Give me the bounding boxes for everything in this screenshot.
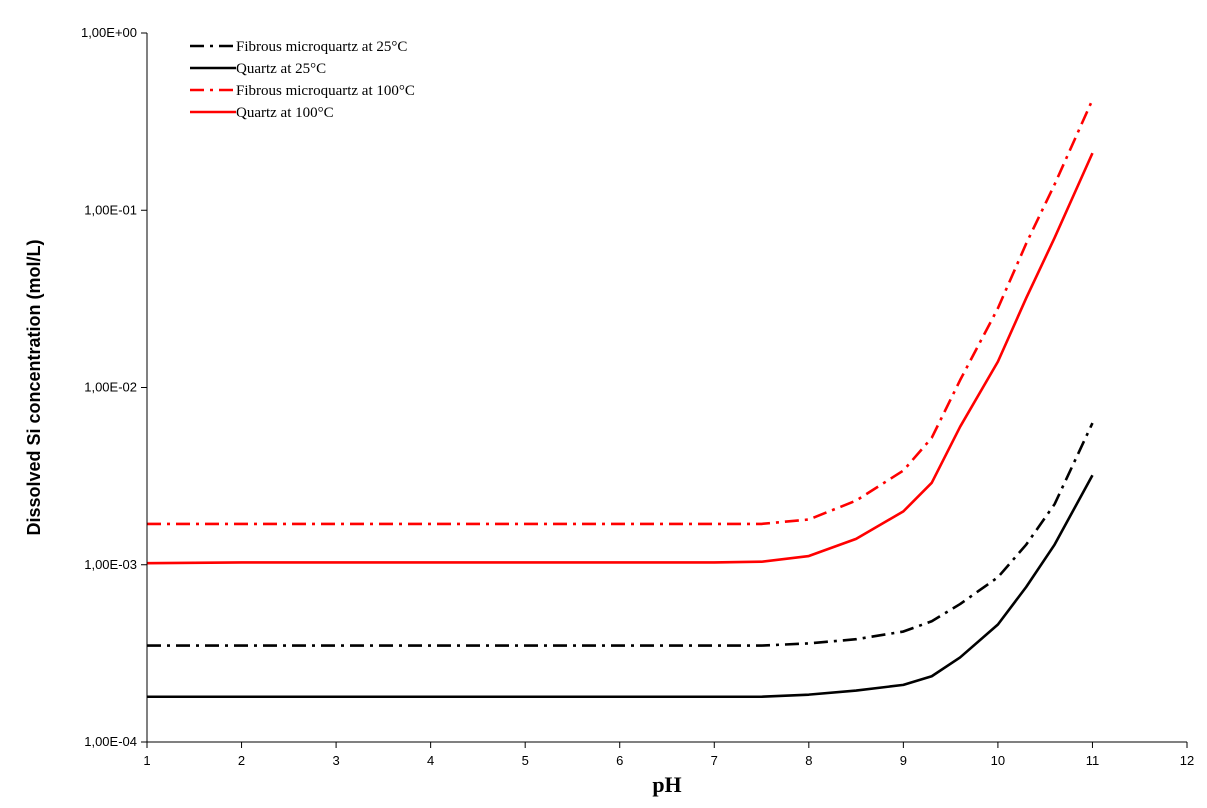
legend-label: Fibrous microquartz at 25°C bbox=[236, 39, 407, 55]
legend-label: Quartz at 100°C bbox=[236, 105, 334, 121]
y-tick-label: 1,00E-02 bbox=[84, 380, 137, 395]
x-tick-label: 8 bbox=[805, 753, 812, 768]
x-tick-label: 7 bbox=[711, 753, 718, 768]
x-tick-label: 9 bbox=[900, 753, 907, 768]
y-tick-label: 1,00E-03 bbox=[84, 557, 137, 572]
series-line-1 bbox=[147, 422, 1094, 647]
x-tick-label: 6 bbox=[616, 753, 623, 768]
legend-label: Fibrous microquartz at 100°C bbox=[236, 83, 415, 99]
series-line-2 bbox=[147, 474, 1094, 699]
legend-label: Quartz at 25°C bbox=[236, 61, 326, 77]
x-tick-label: 3 bbox=[332, 753, 339, 768]
y-tick-label: 1,00E-01 bbox=[84, 202, 137, 217]
y-axis-title: Dissolved Si concentration (mol/L) bbox=[24, 239, 44, 535]
series-layer bbox=[146, 99, 1094, 699]
x-tick-label: 2 bbox=[238, 753, 245, 768]
series-line-4 bbox=[146, 152, 1094, 565]
x-tick-label: 11 bbox=[1086, 753, 1100, 768]
x-tick-label: 4 bbox=[427, 753, 434, 768]
x-tick-label: 5 bbox=[522, 753, 529, 768]
series-line-3 bbox=[147, 99, 1094, 526]
x-tick-label: 1 bbox=[143, 753, 150, 768]
x-axis-title: pH bbox=[652, 772, 681, 797]
y-tick-label: 1,00E-04 bbox=[84, 734, 137, 749]
y-tick-label: 1,00E+00 bbox=[81, 25, 137, 40]
x-tick-label: 10 bbox=[991, 753, 1005, 768]
x-axis-ticks: 1 2 3 4 5 6 7 8 9 10 11 12 bbox=[143, 742, 1194, 768]
y-axis-ticks: 1,00E-04 1,00E-03 1,00E-02 1,00E-01 1,00E+00 bbox=[81, 25, 147, 749]
plot-area: 1 2 3 4 5 6 7 8 9 10 11 12 1,00E-041,00E-031,00E-02… bbox=[81, 25, 1194, 768]
legend: Fibrous microquartz at 25°C Quartz at 25°… bbox=[190, 39, 415, 121]
x-tick-label: 12 bbox=[1180, 753, 1194, 768]
